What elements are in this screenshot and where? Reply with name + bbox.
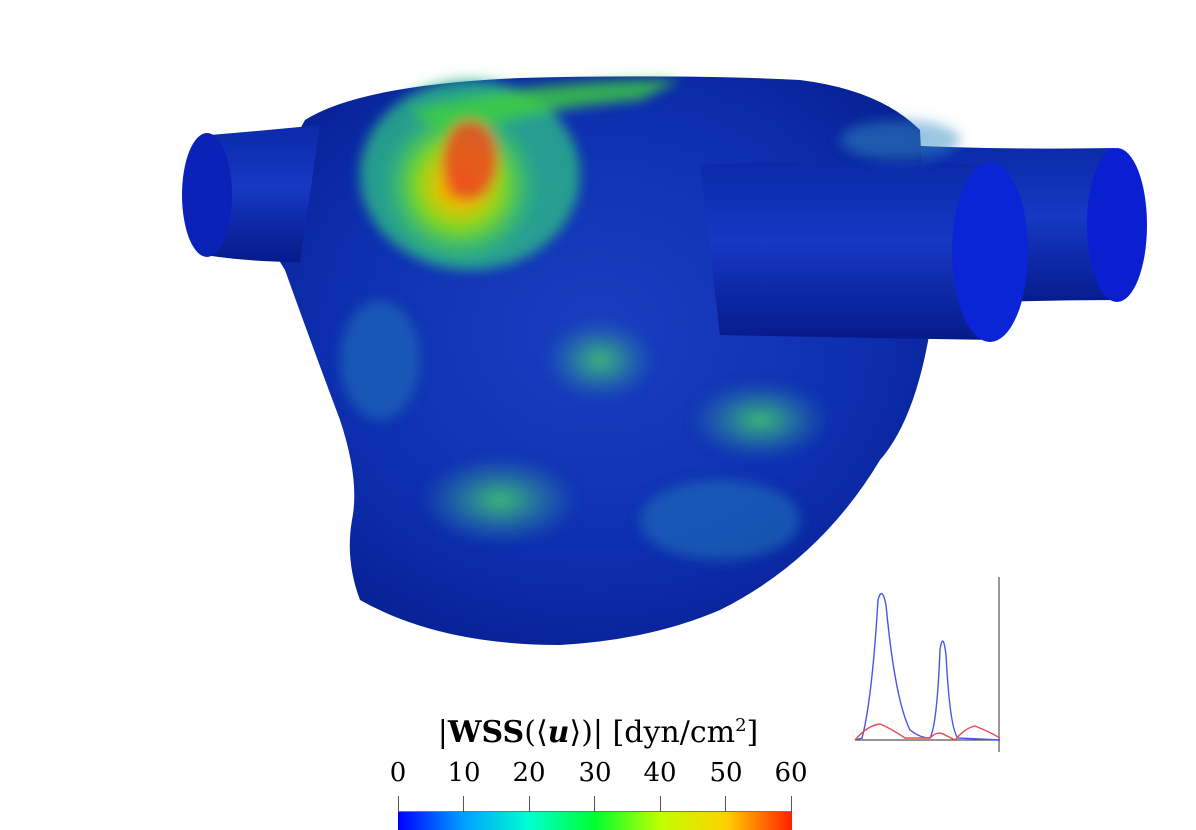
- colorbar-tick-label: 20: [512, 758, 546, 788]
- wss-hotspots: [340, 80, 960, 560]
- colorbar-title-unit-sup: 2: [735, 715, 747, 736]
- colorbar-title-label: WSS: [447, 715, 525, 750]
- inset-series-red: [854, 723, 1001, 741]
- colorbar-tick-label: 40: [643, 758, 677, 788]
- colorbar-tick-mark: [791, 796, 792, 812]
- colorbar-title-unit-open: [dyn/cm: [603, 715, 736, 750]
- colorbar-title-unit-close: ]: [746, 715, 759, 750]
- colorbar-tick-label: 10: [447, 758, 481, 788]
- colorbar-title: |WSS(⟨u⟩)| [dyn/cm2]: [398, 715, 798, 750]
- colorbar-tick-label: 60: [774, 758, 808, 788]
- colorbar-title-open-bar: |: [437, 715, 448, 750]
- colorbar-title-close-paren: ): [581, 715, 593, 750]
- colorbar-title-open-paren: (: [524, 715, 536, 750]
- inset-flow-plot: [854, 577, 1001, 752]
- colorbar-tick-mark: [463, 796, 464, 812]
- colorbar-title-open-angle: ⟨: [535, 715, 548, 750]
- colorbar-title-vector: u: [547, 715, 570, 750]
- colorbar-tick-label: 50: [709, 758, 743, 788]
- colorbar-tick-label: 30: [578, 758, 612, 788]
- colorbar-tick-mark: [529, 796, 530, 812]
- colorbar-tick-mark: [594, 796, 595, 812]
- colorbar-title-close-bar: |: [592, 715, 604, 750]
- colorbar-tick-mark: [660, 796, 661, 812]
- colorbar-tick-label: 0: [389, 758, 407, 788]
- colorbar-title-close-angle: ⟩: [569, 715, 582, 750]
- colorbar: [398, 796, 792, 830]
- left-inlet-tube: [182, 125, 320, 262]
- colorbar-tick-mark: [725, 796, 726, 812]
- colorbar-gradient: [398, 812, 792, 830]
- front-outlet-tube: [700, 161, 1028, 342]
- colorbar-tick-mark: [398, 796, 399, 812]
- inset-series-blue: [854, 592, 1001, 741]
- colorbar-axis-line: [398, 811, 792, 812]
